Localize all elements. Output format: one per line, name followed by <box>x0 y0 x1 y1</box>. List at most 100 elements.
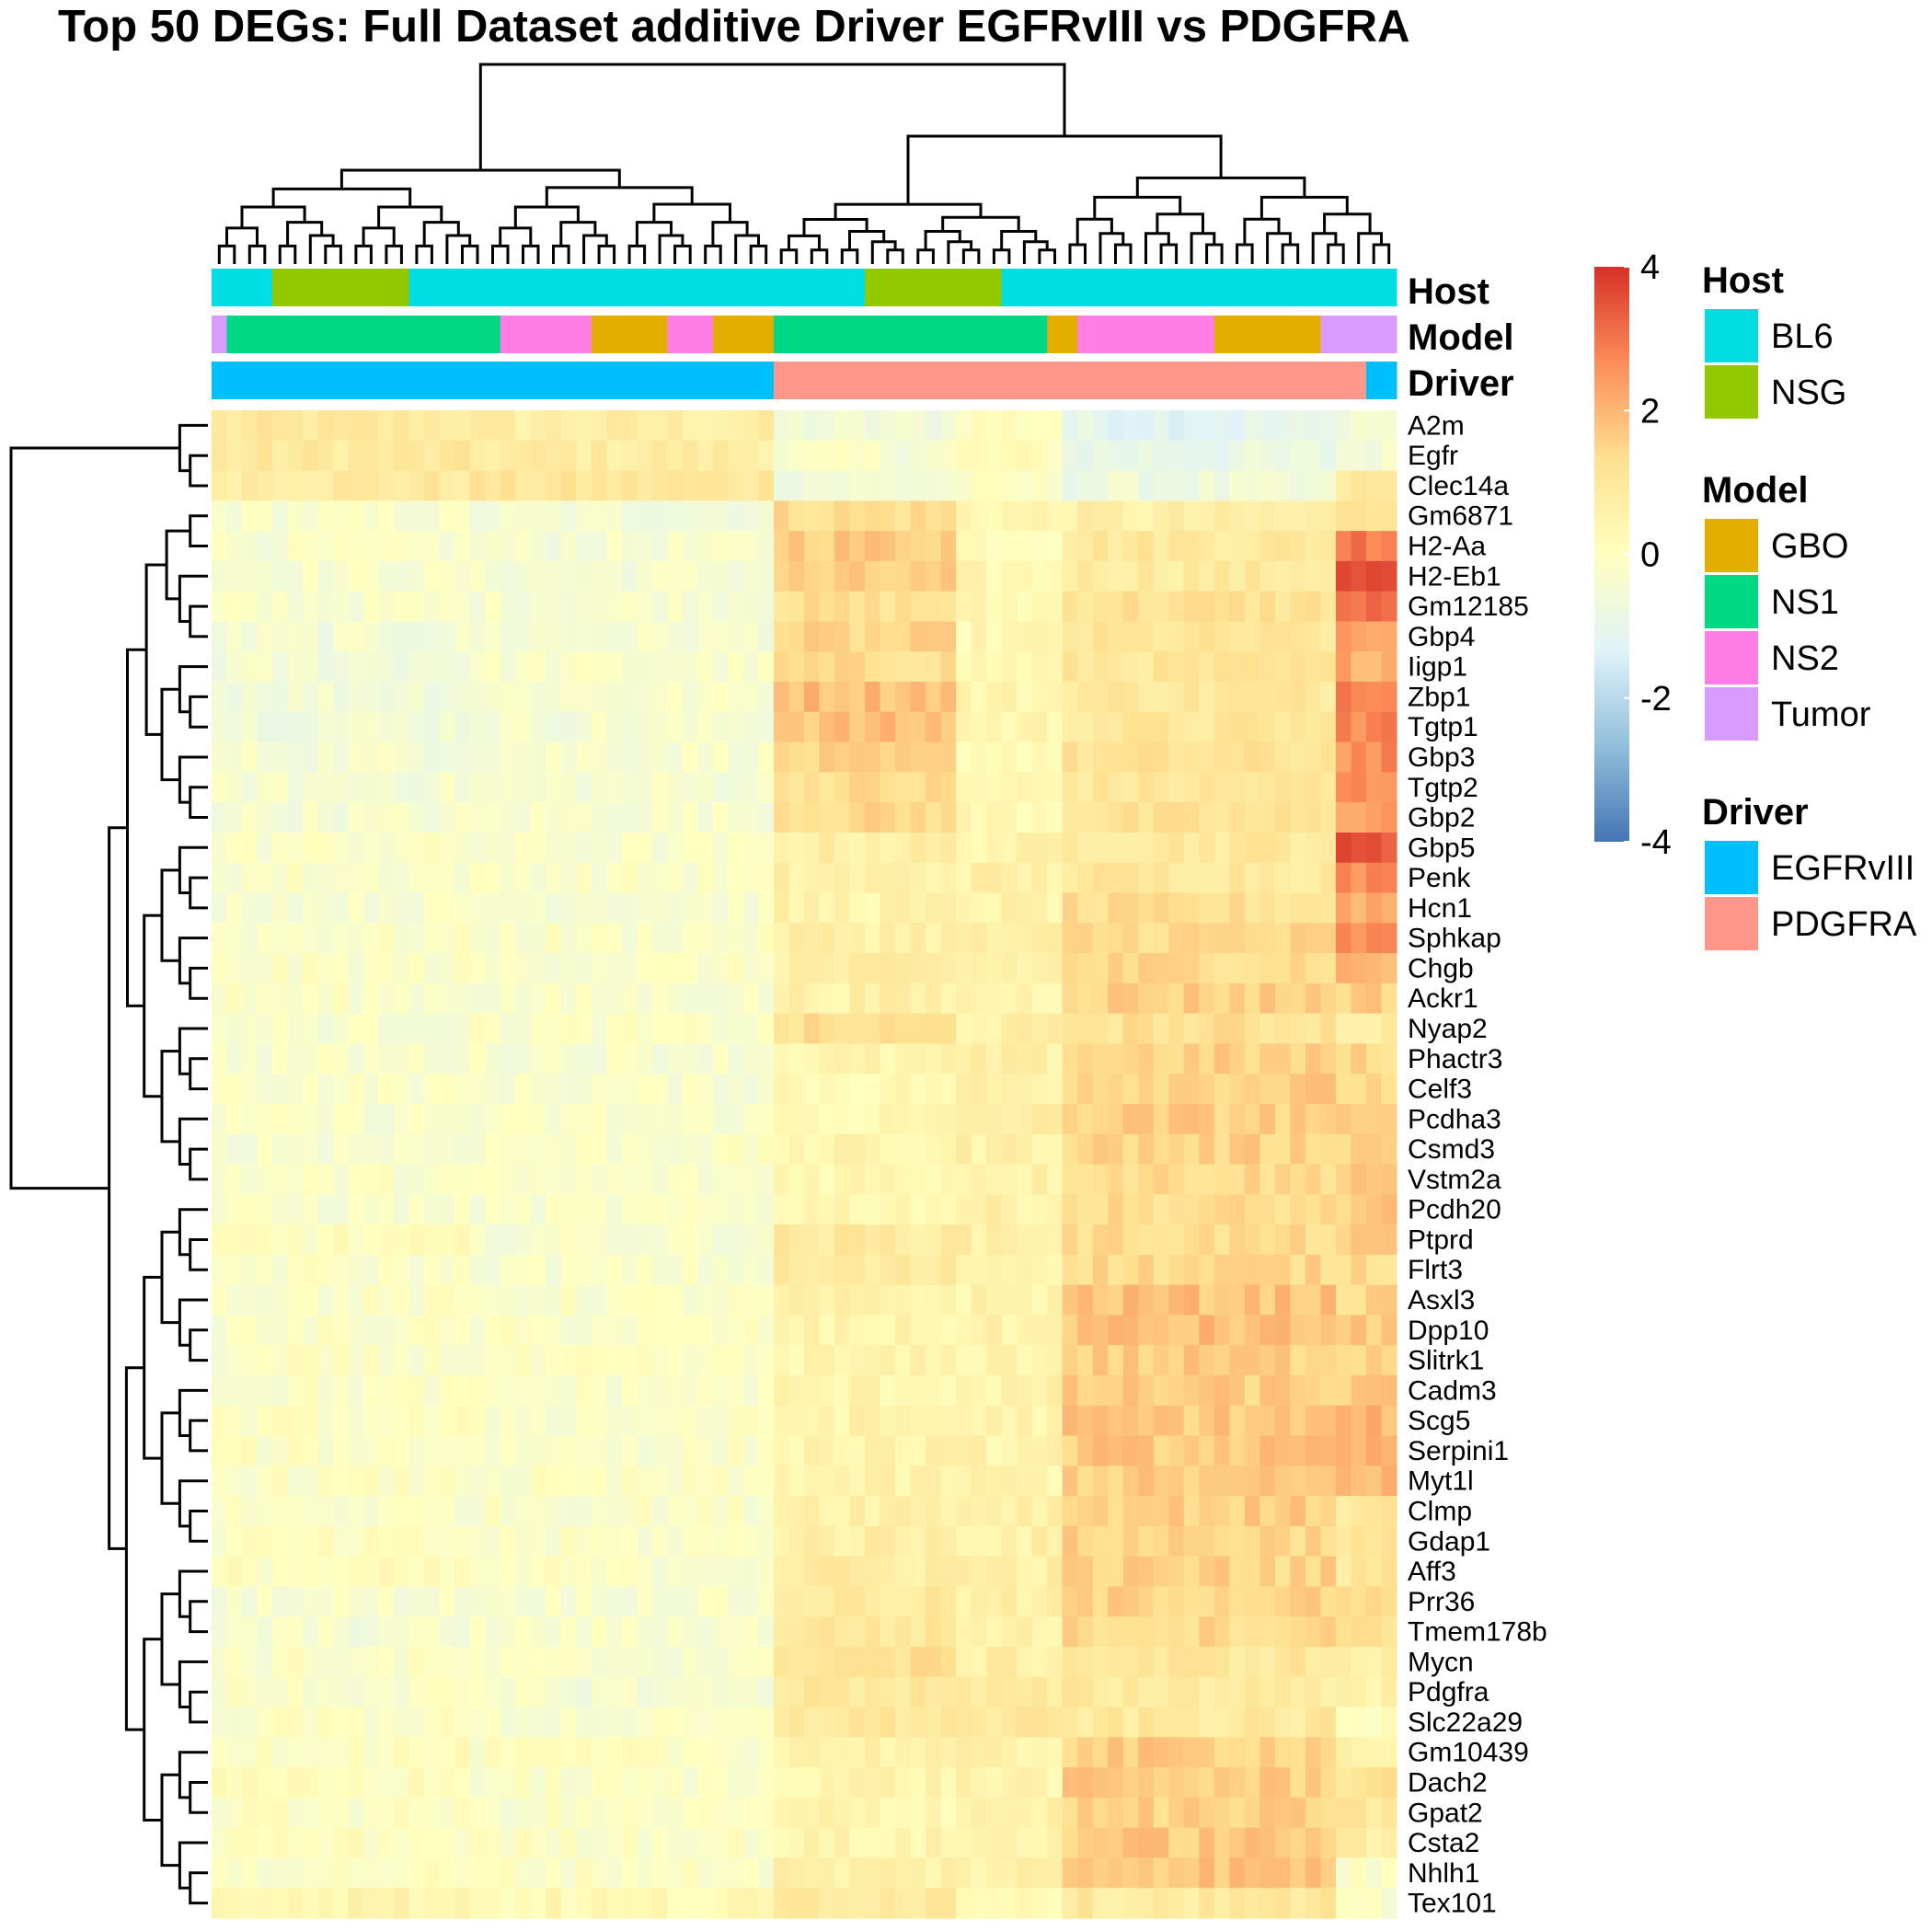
heatmap-cell <box>819 711 835 743</box>
heatmap-cell <box>303 1043 319 1075</box>
heatmap-cell <box>1138 832 1155 864</box>
heatmap-cell <box>363 1707 380 1738</box>
heatmap-cell <box>926 1315 942 1346</box>
heatmap-cell <box>454 1345 471 1376</box>
heatmap-cell <box>728 953 744 984</box>
heatmap-cell <box>1047 1556 1064 1588</box>
heatmap-cell <box>1168 923 1185 954</box>
heatmap-cell <box>910 1888 926 1919</box>
heatmap-cell <box>712 560 730 592</box>
heatmap-cell <box>1138 591 1155 623</box>
heatmap-cell <box>651 1254 668 1286</box>
heatmap-cell <box>1108 500 1124 532</box>
heatmap-cell <box>515 1133 532 1166</box>
heatmap-cell <box>849 1465 866 1497</box>
heatmap-cell <box>500 591 516 623</box>
heatmap-cell <box>226 1133 243 1166</box>
heatmap-cell <box>546 1315 562 1346</box>
heatmap-cell <box>1335 1676 1352 1708</box>
heatmap-cell <box>1320 832 1337 864</box>
heatmap-cell <box>378 1525 395 1557</box>
heatmap-cell <box>424 682 441 713</box>
heatmap-cell <box>1153 1767 1169 1799</box>
heatmap-cell <box>1199 1737 1215 1768</box>
heatmap-cell <box>667 500 684 532</box>
heatmap-cell <box>865 1496 881 1527</box>
heatmap-cell <box>242 772 259 803</box>
dendrogram-branch <box>1357 232 1383 264</box>
heatmap-cell <box>530 923 546 954</box>
heatmap-cell <box>515 560 532 592</box>
heatmap-cell <box>940 1586 957 1617</box>
heatmap-cell <box>303 1888 319 1919</box>
heatmap-cell <box>1274 531 1292 562</box>
heatmap-cell <box>1305 862 1322 894</box>
heatmap-cell <box>682 1767 699 1799</box>
heatmap-cell <box>303 1707 319 1738</box>
heatmap-cell <box>1153 953 1169 984</box>
heatmap-cell <box>408 953 425 984</box>
heatmap-cell <box>682 1707 699 1738</box>
heatmap-cell <box>272 1676 289 1708</box>
heatmap-cell <box>742 1254 760 1286</box>
heatmap-cell <box>576 1405 592 1437</box>
heatmap-cell <box>363 1315 380 1346</box>
heatmap-cell <box>439 1315 455 1346</box>
heatmap-cell <box>1335 1043 1352 1075</box>
heatmap-cell <box>500 500 516 532</box>
heatmap-cell <box>454 1465 471 1497</box>
gene-label: Gm12185 <box>1408 592 1529 622</box>
gene-label: A2m <box>1408 410 1465 441</box>
heatmap-cell <box>546 470 562 501</box>
heatmap-cell <box>1077 591 1094 623</box>
heatmap-cell <box>1077 1315 1094 1346</box>
heatmap-cell <box>956 1374 972 1407</box>
heatmap-cell <box>1244 802 1260 833</box>
heatmap-cell <box>910 560 926 592</box>
heatmap-cell <box>1001 1254 1018 1286</box>
heatmap-cell <box>849 711 866 743</box>
heatmap-cell <box>1351 1767 1367 1799</box>
heatmap-cell <box>1320 621 1337 652</box>
heatmap-cell <box>758 1888 775 1919</box>
heatmap-cell <box>408 741 425 773</box>
heatmap-cell <box>1168 1586 1185 1617</box>
heatmap-cell <box>1062 923 1078 954</box>
heatmap-cell <box>1153 440 1169 472</box>
heatmap-cell <box>500 1405 516 1437</box>
heatmap-cell <box>1199 1194 1215 1225</box>
heatmap-cell <box>1244 1194 1260 1225</box>
heatmap-cell <box>591 682 607 713</box>
heatmap-cell <box>1108 1043 1124 1075</box>
heatmap-cell <box>363 1857 380 1889</box>
heatmap-cell <box>546 1737 562 1768</box>
heatmap-cell <box>439 832 455 864</box>
heatmap-cell <box>621 1405 638 1437</box>
heatmap-cell <box>500 1857 516 1889</box>
heatmap-cell <box>515 531 532 562</box>
heatmap-cell <box>1047 682 1064 713</box>
heatmap-cell <box>1290 410 1306 442</box>
heatmap-cell <box>485 591 501 623</box>
heatmap-cell <box>1259 1074 1276 1105</box>
heatmap-cell <box>940 1194 957 1225</box>
heatmap-cell <box>1199 1164 1215 1195</box>
legend-label: PDGFRA <box>1771 905 1917 944</box>
heatmap-cell <box>1153 500 1169 532</box>
heatmap-cell <box>1365 1435 1383 1466</box>
heatmap-cell <box>317 1164 334 1195</box>
heatmap-cell <box>1047 1737 1064 1768</box>
heatmap-cell <box>1290 1646 1306 1678</box>
heatmap-cell <box>1047 923 1064 954</box>
heatmap-cell <box>1077 1525 1094 1557</box>
heatmap-cell <box>560 682 577 713</box>
heatmap-cell <box>637 1827 653 1859</box>
dendrogram-branch <box>144 563 167 736</box>
heatmap-cell <box>971 1164 987 1195</box>
heatmap-cell <box>1365 1164 1383 1195</box>
heatmap-cell <box>439 591 455 623</box>
heatmap-cell <box>788 1164 805 1195</box>
heatmap-cell <box>926 1164 942 1195</box>
heatmap-cell <box>1244 1496 1260 1527</box>
gene-label: Egfr <box>1408 441 1458 471</box>
